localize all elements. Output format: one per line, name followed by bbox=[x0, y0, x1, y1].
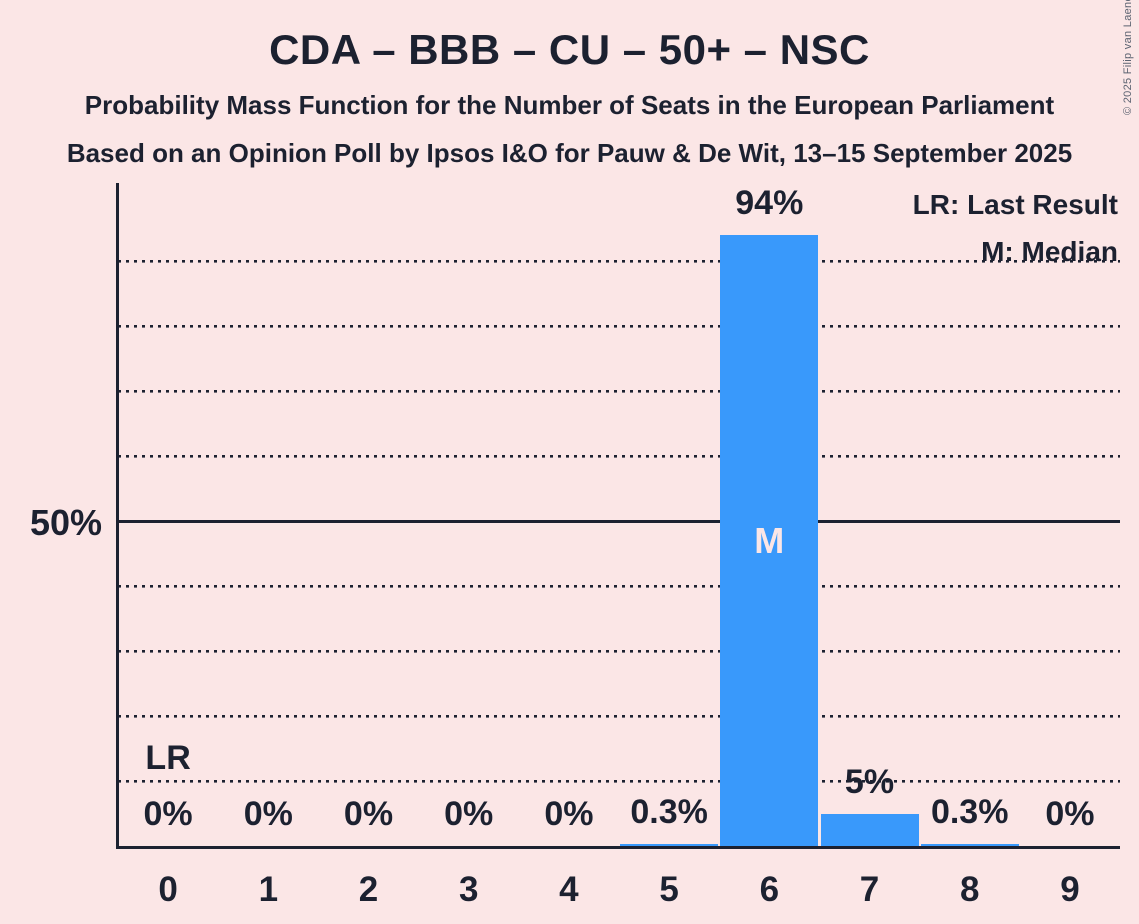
gridline-40-dotted bbox=[118, 584, 1120, 588]
value-label-seats-7: 5% bbox=[844, 762, 895, 801]
x-axis-line bbox=[117, 846, 1120, 849]
gridline-70-dotted bbox=[118, 389, 1120, 393]
gridline-80-dotted bbox=[118, 324, 1120, 328]
page-title: CDA – BBB – CU – 50+ – NSC bbox=[269, 26, 870, 73]
median-marker: M bbox=[754, 519, 785, 561]
value-label-seats-4: 0% bbox=[544, 795, 594, 833]
y-axis-line bbox=[116, 183, 119, 849]
gridline-20-dotted bbox=[118, 714, 1120, 718]
x-tick-5: 5 bbox=[659, 870, 679, 909]
gridline-50-solid bbox=[118, 519, 1120, 523]
x-tick-6: 6 bbox=[759, 870, 780, 909]
gridline-30-dotted bbox=[118, 649, 1120, 653]
x-tick-1: 1 bbox=[258, 870, 279, 909]
gridline-90-dotted bbox=[118, 259, 1120, 263]
value-label-seats-9: 0% bbox=[1045, 795, 1095, 833]
bar-seats-8 bbox=[920, 844, 1019, 846]
x-axis-ticks: 0 1 2 3 4 5 6 7 8 9 bbox=[118, 868, 1120, 912]
x-tick-0: 0 bbox=[158, 870, 178, 909]
legend-last-result: LR: Last Result bbox=[912, 189, 1118, 220]
bar-seats-6: M bbox=[720, 235, 819, 846]
x-tick-4: 4 bbox=[559, 870, 579, 909]
bar-seats-7 bbox=[820, 813, 919, 846]
value-label-seats-6: 94% bbox=[735, 184, 804, 222]
value-label-seats-2: 0% bbox=[343, 795, 394, 833]
value-label-seats-1: 0% bbox=[243, 795, 293, 833]
chart-source-line: Based on an Opinion Poll by Ipsos I&O fo… bbox=[66, 138, 1073, 168]
x-tick-2: 2 bbox=[358, 870, 379, 909]
x-tick-7: 7 bbox=[859, 870, 880, 909]
value-label-seats-3: 0% bbox=[444, 795, 494, 833]
x-tick-9: 9 bbox=[1060, 870, 1080, 909]
chart-subtitle: Probability Mass Function for the Number… bbox=[84, 90, 1055, 120]
gridline-10-dotted bbox=[118, 779, 1120, 783]
bar-seats-5 bbox=[620, 844, 719, 846]
gridline-60-dotted bbox=[118, 454, 1120, 458]
value-label-seats-5: 0.3% bbox=[630, 793, 708, 832]
y-axis-tick-50: 50% bbox=[29, 502, 102, 543]
last-result-marker: LR bbox=[145, 739, 191, 777]
plot-area: M 0% 0% 0% 0% 0% 0.3% 94% 5% 0.3% 0% LR bbox=[118, 181, 1120, 846]
value-label-seats-0: 0% bbox=[143, 795, 193, 833]
x-tick-3: 3 bbox=[458, 870, 479, 909]
legend: LR: Last Result M: Median bbox=[913, 181, 1118, 275]
copyright-notice: © 2025 Filip van Laenen bbox=[1122, 0, 1134, 115]
value-label-seats-8: 0.3% bbox=[930, 793, 1009, 832]
x-tick-8: 8 bbox=[959, 870, 980, 909]
